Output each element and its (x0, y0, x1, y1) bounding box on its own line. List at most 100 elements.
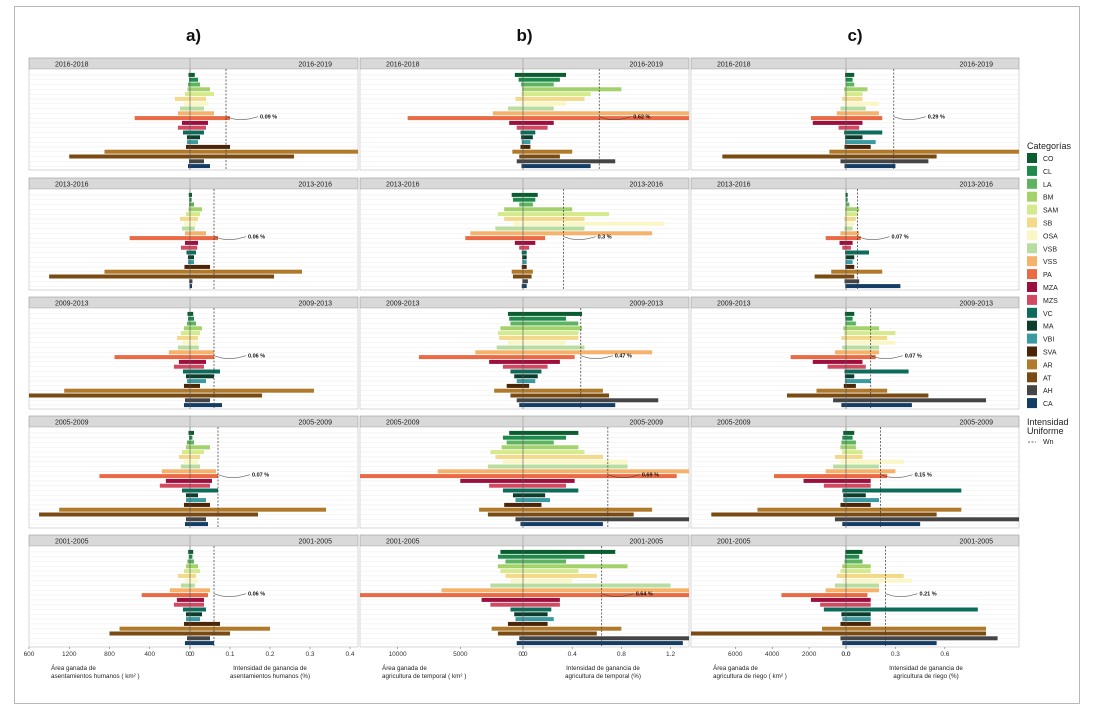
intensity-bar-MZA (190, 120, 208, 125)
intensity-bar-MA (190, 493, 198, 498)
intensity-bar-AH (846, 398, 987, 403)
intensity-bar-BM (190, 207, 202, 212)
area-bar-AH (186, 636, 190, 641)
area-bar-AH (516, 398, 523, 403)
area-bar-MA (514, 374, 523, 379)
area-bar-MZS (159, 483, 190, 488)
area-bar-MZS (180, 245, 190, 250)
period-right-label: 2013-2016 (299, 181, 333, 188)
period-right-label: 2001-2005 (630, 538, 664, 545)
period-left-label: 2016-2018 (386, 61, 420, 68)
area-bar-LA (506, 440, 523, 445)
intensity-bar-SAM (523, 450, 585, 455)
area-bar-SB (505, 573, 523, 578)
area-bar-MZA (181, 120, 190, 125)
intensity-bar-OSA (523, 459, 628, 464)
area-bar-CA (842, 641, 846, 646)
intensity-bar-MZS (523, 483, 567, 488)
intensity-bar-VSS (523, 350, 653, 355)
area-tick-label: 1200 (62, 651, 77, 658)
intensity-bar-SAM (190, 450, 204, 455)
period-right-label: 2005-2009 (299, 419, 333, 426)
intensity-bar-MA (190, 374, 214, 379)
area-bar-VSS (161, 469, 190, 474)
area-bar-SVA (185, 144, 190, 149)
area-bar-CA (520, 522, 523, 527)
intensity-bar-VSB (846, 583, 879, 588)
intensity-bar-AH (846, 279, 860, 284)
intensity-bar-SB (190, 454, 200, 459)
intensity-bar-CA (523, 403, 616, 408)
intensity-bar-MZA (190, 597, 204, 602)
intensity-bar-MZA (846, 120, 863, 125)
intensity-bar-AH (523, 517, 689, 522)
intensity-tick-label: 0.8 (617, 651, 626, 658)
intensity-bar-SVA (523, 621, 548, 626)
intensity-bar-VBI (523, 140, 531, 145)
intensity-bar-LA (523, 440, 554, 445)
area-bar-SAM (184, 92, 190, 97)
intensity-bar-OSA (523, 578, 573, 583)
area-bar-VC (845, 250, 846, 255)
area-bar-VSS (834, 350, 846, 355)
area-tick-label: 6000 (728, 651, 743, 658)
intensity-bar-MZS (523, 125, 548, 130)
intensity-bar-SB (190, 216, 198, 221)
intensity-bar-VC (523, 369, 542, 374)
intensity-bar-VBI (190, 379, 206, 384)
area-bar-AH (185, 517, 190, 522)
area-bar-VC (502, 488, 523, 493)
panel-c-3: 2009-2013 2009-2013 0.07 % (690, 296, 1020, 410)
area-bar-MZA (812, 359, 846, 364)
area-bar-MZA (509, 120, 523, 125)
intensity-bar-CL (523, 316, 567, 321)
intensity-bar-MA (523, 612, 548, 617)
intensity-bar-AH (846, 517, 1019, 522)
panel-a-4: 2005-2009 2005-2009 0.07 % (28, 415, 359, 529)
area-bar-PA (790, 355, 846, 360)
intensity-bar-MA (523, 255, 527, 260)
area-bar-LA (186, 440, 190, 445)
uniform-callout (599, 116, 632, 120)
intensity-bar-SVA (846, 621, 871, 626)
intensity-bar-PA (523, 355, 575, 360)
intensity-bar-AR (190, 388, 314, 393)
uniform-value-label: 0.47 % (615, 354, 632, 360)
area-bar-CO (511, 192, 523, 197)
area-bar-MZA (803, 478, 846, 483)
area-bar-SB (504, 216, 523, 221)
area-bar-SAM (490, 450, 523, 455)
intensity-bar-MZA (846, 597, 871, 602)
intensity-bar-PA (523, 236, 546, 241)
intensity-bar-SB (846, 96, 863, 101)
uniform-callout (213, 355, 247, 359)
area-bar-AH (833, 398, 846, 403)
area-bar-BM (497, 564, 523, 569)
area-bar-SAM (521, 92, 523, 97)
uniform-value-label: 0.06 % (248, 354, 265, 360)
intensity-bar-AR (846, 149, 1019, 154)
area-bar-AR (757, 507, 846, 512)
legend-label-CO: CO (1043, 156, 1054, 163)
intensity-bar-AH (190, 159, 204, 164)
uniform-value-label: 0.64 % (636, 592, 653, 598)
intensity-bar-AT (190, 154, 294, 159)
area-bar-MZS (827, 364, 846, 369)
intensity-bar-SB (846, 335, 888, 340)
area-bar-VC (844, 369, 846, 374)
intensity-bar-CL (523, 554, 585, 559)
intensity-bar-CA (190, 164, 210, 169)
intensity-bar-CL (846, 435, 853, 440)
intensity-bar-MZA (846, 478, 871, 483)
intensity-bar-MZS (523, 364, 548, 369)
uniform-value-label: 0.07 % (252, 473, 269, 479)
area-tick-label: 2000 (802, 651, 817, 658)
intensity-bar-AT (846, 154, 937, 159)
period-left-label: 2013-2016 (386, 181, 420, 188)
legend-swatch-MZA (1027, 282, 1037, 292)
area-bar-AT (39, 512, 190, 517)
intensity-bar-VBI (846, 140, 876, 145)
intensity-bar-PA (190, 355, 214, 360)
area-bar-BM (844, 87, 846, 92)
area-bar-AH (189, 279, 190, 284)
